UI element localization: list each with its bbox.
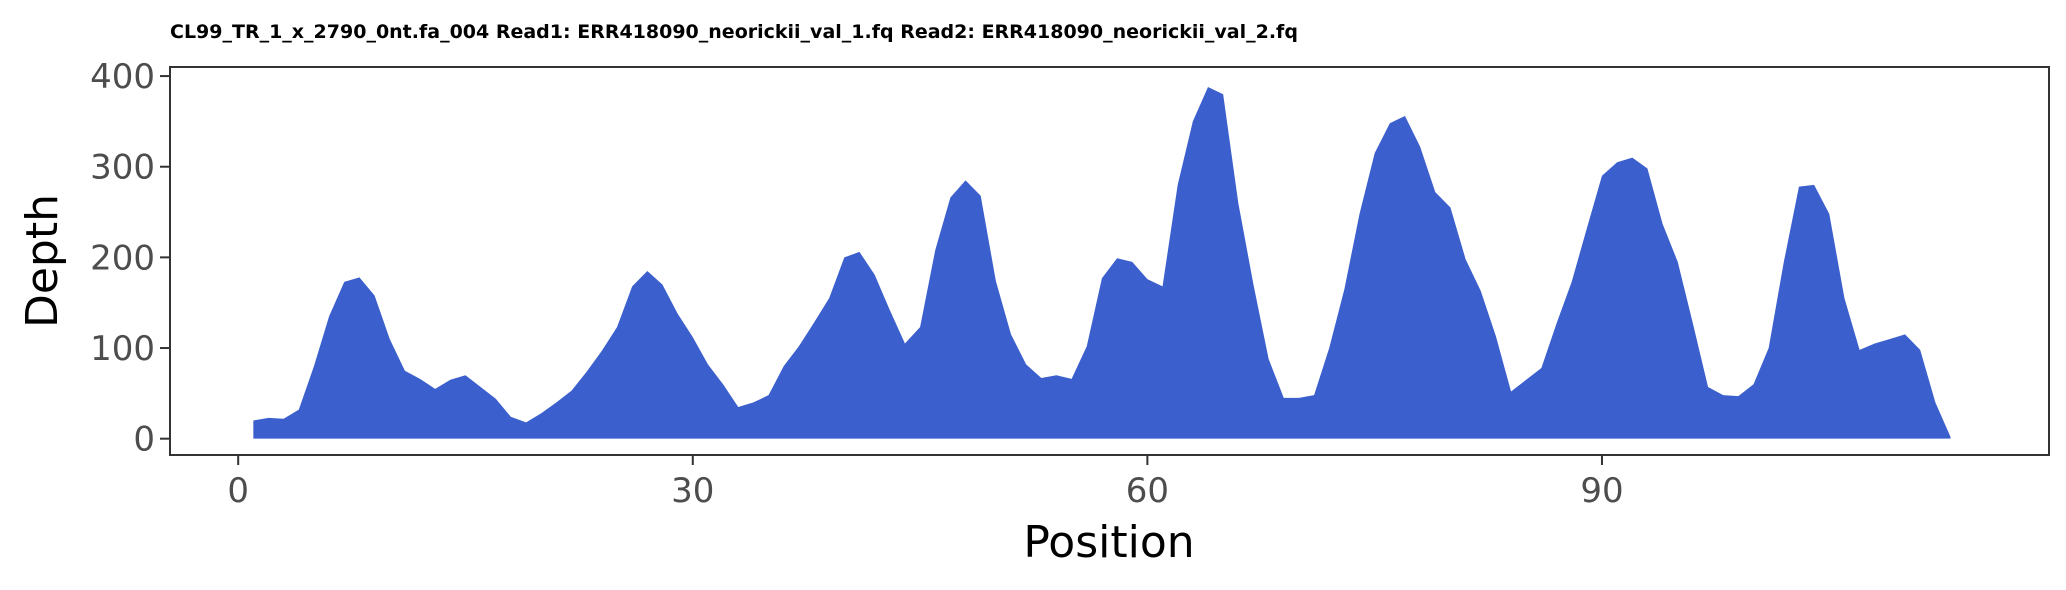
y-tick-label: 400 <box>90 57 155 97</box>
x-tick-label: 90 <box>1580 471 1623 511</box>
chart-title: CL99_TR_1_x_2790_0nt.fa_004 Read1: ERR41… <box>170 21 1298 43</box>
x-tick-label: 0 <box>227 471 249 511</box>
x-tick-label: 60 <box>1126 471 1169 511</box>
x-axis: 0 30 60 90 <box>227 455 1624 511</box>
plot-area <box>253 86 1951 439</box>
y-tick-label: 0 <box>133 420 155 460</box>
depth-area <box>253 86 1951 439</box>
y-tick-label: 200 <box>90 238 155 278</box>
y-tick-label: 300 <box>90 148 155 188</box>
y-axis-title: Depth <box>17 194 68 328</box>
y-tick-label: 100 <box>90 329 155 369</box>
x-tick-label: 30 <box>671 471 714 511</box>
x-axis-title: Position <box>1023 517 1194 568</box>
y-axis: 0 100 200 300 400 <box>90 57 170 460</box>
plot-panel-border <box>169 66 2050 456</box>
